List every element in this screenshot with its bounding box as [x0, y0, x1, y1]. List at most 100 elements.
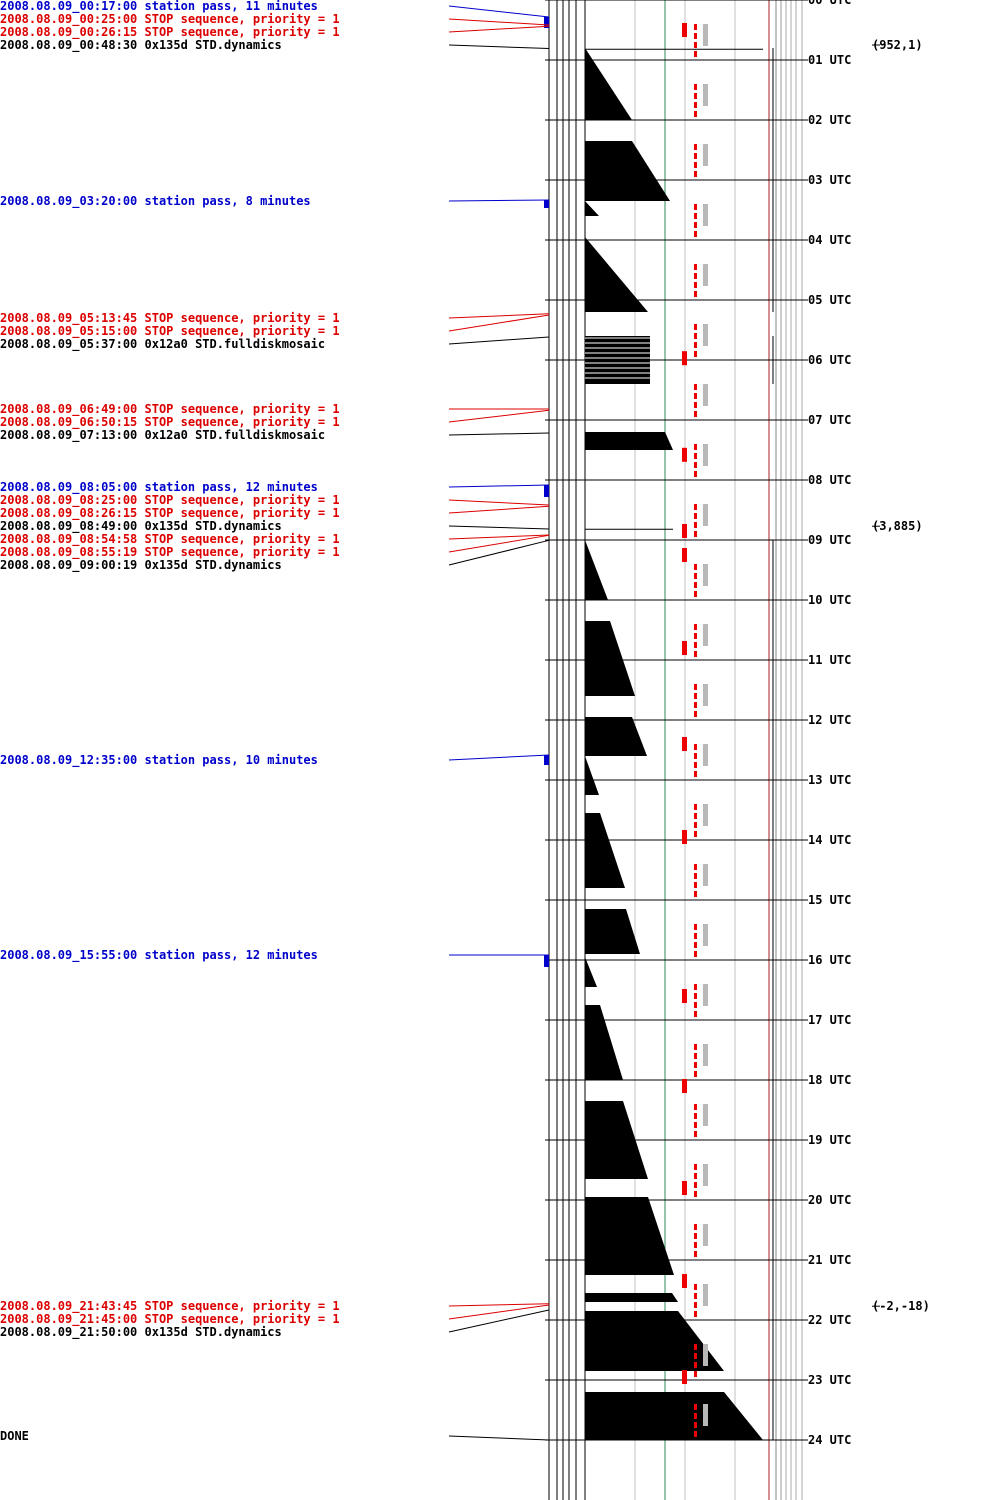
activity-block	[585, 957, 597, 987]
pointing-dash	[694, 153, 697, 159]
pointing-dash	[694, 333, 697, 339]
station-pass-marker	[544, 199, 549, 208]
stop-event-label: 2008.08.09_08:26:15 STOP sequence, prior…	[0, 506, 340, 520]
event-leader-line	[448, 525, 550, 530]
hour-label: 12 UTC	[808, 713, 852, 727]
pointing-dash	[694, 693, 697, 699]
pointing-dash	[694, 684, 697, 690]
pointing-dash	[694, 1002, 697, 1008]
activity-block	[585, 540, 608, 600]
pointing-dash	[694, 93, 697, 99]
pointing-dash	[694, 24, 697, 30]
activity-block	[585, 1005, 623, 1080]
pointing-dash	[694, 42, 697, 48]
red-offset-marker	[682, 548, 687, 562]
event-leader-line	[448, 505, 550, 514]
pointing-dash	[694, 1113, 697, 1119]
pointing-dash	[694, 624, 697, 630]
pointing-dash	[694, 231, 697, 237]
station-pass-marker	[544, 16, 549, 28]
pointing-dash	[694, 1191, 697, 1197]
pointing-dash	[694, 1353, 697, 1359]
pointing-dash	[694, 51, 697, 57]
red-offset-marker	[682, 830, 687, 844]
pointing-dash	[694, 1071, 697, 1077]
pointing-dash	[694, 804, 697, 810]
gray-marker	[703, 1104, 708, 1126]
pointing-dash	[694, 282, 697, 288]
pointing-dash	[694, 504, 697, 510]
pointing-dash	[694, 984, 697, 990]
stop-event-label: 2008.08.09_06:49:00 STOP sequence, prior…	[0, 402, 340, 416]
hour-label: 10 UTC	[808, 593, 852, 607]
event-leader-line	[448, 314, 550, 332]
station-event-label: 2008.08.09_00:17:00 station pass, 11 min…	[0, 0, 318, 13]
red-offset-marker	[682, 1181, 687, 1195]
event-leader-line	[448, 534, 550, 553]
coordinate-annotation: (-2,-18)	[872, 1299, 930, 1314]
pointing-dash	[694, 1104, 697, 1110]
pointing-dash	[694, 1302, 697, 1308]
pointing-dash	[694, 1062, 697, 1068]
obs-event-label: 2008.08.09_07:13:00 0x12a0 STD.fulldiskm…	[0, 428, 326, 442]
hour-label: 08 UTC	[808, 473, 852, 487]
mosaic-block	[585, 432, 660, 449]
station-event-label: 2008.08.09_15:55:00 station pass, 12 min…	[0, 948, 318, 962]
red-offset-marker	[682, 23, 687, 37]
hour-label: 06 UTC	[808, 353, 852, 367]
station-event-label: 2008.08.09_12:35:00 station pass, 10 min…	[0, 753, 318, 767]
hour-label: 00 UTC	[808, 0, 852, 7]
station-event-label: 2008.08.09_08:05:00 station pass, 12 min…	[0, 480, 318, 494]
activity-block	[585, 1392, 763, 1440]
pointing-dash	[694, 351, 697, 357]
pointing-dash	[694, 84, 697, 90]
pointing-dash	[694, 924, 697, 930]
coordinate-annotation: (952,1)	[872, 38, 923, 52]
activity-block	[585, 1311, 724, 1371]
pointing-dash	[694, 591, 697, 597]
stop-event-label: 2008.08.09_05:15:00 STOP sequence, prior…	[0, 324, 340, 338]
activity-block	[585, 813, 625, 888]
red-offset-marker	[682, 524, 687, 538]
pointing-dash	[694, 531, 697, 537]
pointing-dash	[694, 1413, 697, 1419]
pointing-dash	[694, 1371, 697, 1377]
pointing-dash	[694, 822, 697, 828]
pointing-dash	[694, 891, 697, 897]
pointing-dash	[694, 564, 697, 570]
pointing-dash	[694, 411, 697, 417]
gray-marker	[703, 144, 708, 166]
pointing-dash	[694, 951, 697, 957]
pointing-dash	[694, 402, 697, 408]
red-offset-marker	[682, 351, 687, 366]
hour-label: 21 UTC	[808, 1253, 852, 1267]
stop-event-label: 2008.08.09_08:25:00 STOP sequence, prior…	[0, 493, 340, 507]
pointing-dash	[694, 1242, 697, 1248]
hour-label: 16 UTC	[808, 953, 852, 967]
pointing-dash	[694, 144, 697, 150]
obs-event-label: 2008.08.09_21:50:00 0x135d STD.dynamics	[0, 1325, 282, 1339]
pointing-dash	[694, 1293, 697, 1299]
hour-label: 20 UTC	[808, 1193, 852, 1207]
stop-event-label: 2008.08.09_21:43:45 STOP sequence, prior…	[0, 1299, 340, 1313]
stop-event-label: 2008.08.09_08:55:19 STOP sequence, prior…	[0, 545, 340, 559]
station-event-label: 2008.08.09_03:20:00 station pass, 8 minu…	[0, 194, 311, 208]
pointing-dash	[694, 882, 697, 888]
pointing-dash	[694, 1284, 697, 1290]
pointing-dash	[694, 1233, 697, 1239]
gray-marker	[703, 324, 708, 346]
hour-label: 24 UTC	[808, 1433, 852, 1447]
stop-event-label: 2008.08.09_21:45:00 STOP sequence, prior…	[0, 1312, 340, 1326]
pointing-dash	[694, 1224, 697, 1230]
pointing-dash	[694, 264, 697, 270]
red-offset-marker	[682, 1079, 687, 1093]
event-leader-line	[448, 754, 550, 761]
pointing-dash	[694, 702, 697, 708]
event-leader-line	[448, 18, 550, 26]
pointing-dash	[694, 573, 697, 579]
obs-event-label: 2008.08.09_09:00:19 0x135d STD.dynamics	[0, 558, 282, 572]
pointing-dash	[694, 33, 697, 39]
pointing-dash	[694, 1053, 697, 1059]
gray-marker	[703, 1044, 708, 1066]
